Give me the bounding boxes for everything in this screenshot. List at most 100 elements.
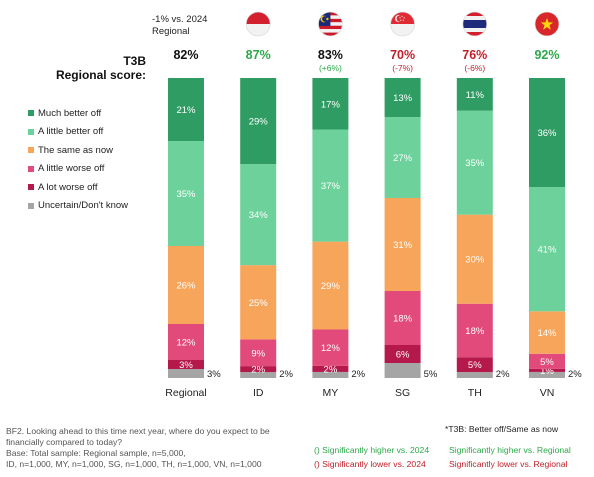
bar-segment-same bbox=[168, 246, 204, 324]
legend-label: A little better off bbox=[38, 126, 104, 138]
regional-change-note: -1% vs. 2024 Regional bbox=[152, 14, 207, 38]
category-label: Regional bbox=[165, 387, 206, 399]
bar-segment-lot_worse bbox=[456, 357, 493, 373]
bar-segment-much_better bbox=[240, 78, 277, 165]
bar-segment-little_worse bbox=[456, 303, 493, 358]
data-label: 35% bbox=[465, 158, 485, 169]
legend-item-lot-worse: A lot worse off bbox=[28, 178, 128, 197]
thailand-flag-icon bbox=[462, 11, 488, 37]
bar-segment-lot_worse bbox=[312, 365, 349, 372]
question-text-2: financially compared to today? bbox=[6, 437, 123, 447]
t3b-change: (+6%) bbox=[319, 63, 342, 73]
t3b-score: 76% bbox=[462, 48, 487, 62]
data-label: 2% bbox=[324, 364, 338, 375]
stacked-bar-chart: 3% 3% 12% 26% 35% 21% Regional 82% 2% 2% 9% 25% 34% 2… bbox=[165, 11, 582, 399]
t3b-title: T3B bbox=[123, 54, 146, 68]
data-label-uncertain: 2% bbox=[568, 369, 582, 380]
t3b-score: 82% bbox=[173, 48, 198, 62]
legend-label: A lot worse off bbox=[38, 181, 98, 193]
data-label-uncertain: 5% bbox=[424, 369, 438, 380]
bar-segment-much_better bbox=[384, 78, 421, 117]
bar-segment-lot_worse bbox=[529, 368, 565, 372]
base-text-1: Base: Total sample: Regional sample, n=5… bbox=[6, 448, 186, 458]
data-label-uncertain: 2% bbox=[351, 369, 365, 380]
legend-label: A little worse off bbox=[38, 163, 105, 175]
base-text-2: ID, n=1,000, MY, n=1,000, SG, n=1,000, T… bbox=[6, 459, 262, 469]
data-label: 36% bbox=[537, 128, 557, 139]
data-label: 27% bbox=[393, 153, 413, 164]
regional-change-value: -1% vs. 2024 bbox=[152, 14, 208, 25]
question-text-1: BF2. Looking ahead to this time next yea… bbox=[6, 426, 270, 436]
data-label: 9% bbox=[251, 348, 265, 359]
bar-segment-same bbox=[456, 214, 493, 304]
t3b-score: 83% bbox=[318, 48, 343, 62]
data-label: 6% bbox=[396, 350, 410, 361]
legend-item-much-better: Much better off bbox=[28, 104, 128, 123]
singapore-flag-icon bbox=[390, 11, 416, 37]
legend-swatch-same bbox=[28, 147, 34, 154]
data-label: 34% bbox=[249, 210, 269, 221]
bar-segment-much_better bbox=[312, 78, 349, 130]
legend-item-uncertain: Uncertain/Don't know bbox=[28, 197, 128, 216]
category-label: MY bbox=[323, 387, 339, 399]
bar-segment-little_better bbox=[240, 164, 277, 266]
legend-swatch-uncertain bbox=[28, 202, 34, 209]
sig-higher-regional: Significantly higher vs. Regional bbox=[449, 445, 571, 455]
legend-swatch-little-better bbox=[28, 128, 34, 135]
bar-segment-uncertain bbox=[168, 369, 204, 378]
bar-segment-uncertain bbox=[312, 371, 349, 378]
category-label: TH bbox=[468, 387, 482, 399]
data-label-uncertain: 3% bbox=[207, 369, 221, 380]
t3b-change: (-7%) bbox=[392, 63, 413, 73]
legend-swatch-little-worse bbox=[28, 165, 34, 172]
legend-swatch-much-better bbox=[28, 110, 34, 117]
data-label: 29% bbox=[249, 117, 269, 128]
sig-lower-2024: () Significantly lower vs. 2024 bbox=[314, 459, 426, 469]
bar-segment-little_worse bbox=[529, 353, 565, 369]
bar-segment-much_better bbox=[529, 78, 565, 188]
data-label: 12% bbox=[321, 343, 341, 354]
t3b-definition: *T3B: Better off/Same as now bbox=[445, 424, 559, 434]
t3b-score: 92% bbox=[534, 48, 559, 62]
bar-segment-little_better bbox=[312, 129, 349, 242]
bar-segment-uncertain bbox=[384, 363, 421, 378]
bar-segment-much_better bbox=[168, 78, 204, 141]
data-label-uncertain: 2% bbox=[279, 369, 293, 380]
data-label: 5% bbox=[540, 357, 554, 368]
bar-segment-uncertain bbox=[456, 372, 493, 378]
category-label: VN bbox=[540, 387, 555, 399]
data-label: 30% bbox=[465, 255, 485, 266]
data-label: 5% bbox=[468, 360, 482, 371]
data-label: 14% bbox=[537, 328, 557, 339]
legend-item-same: The same as now bbox=[28, 141, 128, 160]
chart-footnote: BF2. Looking ahead to this time next yea… bbox=[6, 426, 306, 470]
data-label: 41% bbox=[537, 245, 557, 256]
legend-item-little-better: A little better off bbox=[28, 123, 128, 142]
data-label: 12% bbox=[176, 338, 196, 349]
sig-higher-2024: () Significantly higher vs. 2024 bbox=[314, 445, 430, 455]
bar-segment-same bbox=[384, 198, 421, 291]
bar-segment-little_worse bbox=[384, 291, 421, 345]
bar-segment-uncertain bbox=[240, 372, 277, 378]
chart-legend: Much better off A little better off The … bbox=[28, 104, 128, 215]
data-label: 11% bbox=[466, 90, 485, 101]
bar-segment-much_better bbox=[456, 78, 493, 111]
bar-segment-lot_worse bbox=[240, 366, 277, 373]
category-label: ID bbox=[253, 387, 264, 399]
data-label: 18% bbox=[393, 314, 413, 325]
bar-segment-uncertain bbox=[529, 371, 565, 378]
bar-segment-lot_worse bbox=[384, 345, 421, 363]
t3b-score: 87% bbox=[246, 48, 271, 62]
bar-segment-same bbox=[312, 241, 349, 330]
t3b-change: (-6%) bbox=[464, 63, 485, 73]
data-label: 37% bbox=[321, 181, 341, 192]
data-label-uncertain: 2% bbox=[496, 369, 510, 380]
malaysia-flag-icon bbox=[317, 11, 343, 37]
data-label: 35% bbox=[176, 189, 196, 200]
bar-segment-little_better bbox=[384, 117, 421, 198]
data-label: 2% bbox=[251, 365, 265, 376]
bar-segment-little_better bbox=[168, 141, 204, 246]
data-label: 18% bbox=[465, 326, 485, 337]
bar-segment-same bbox=[240, 265, 277, 340]
data-label: 29% bbox=[321, 281, 341, 292]
